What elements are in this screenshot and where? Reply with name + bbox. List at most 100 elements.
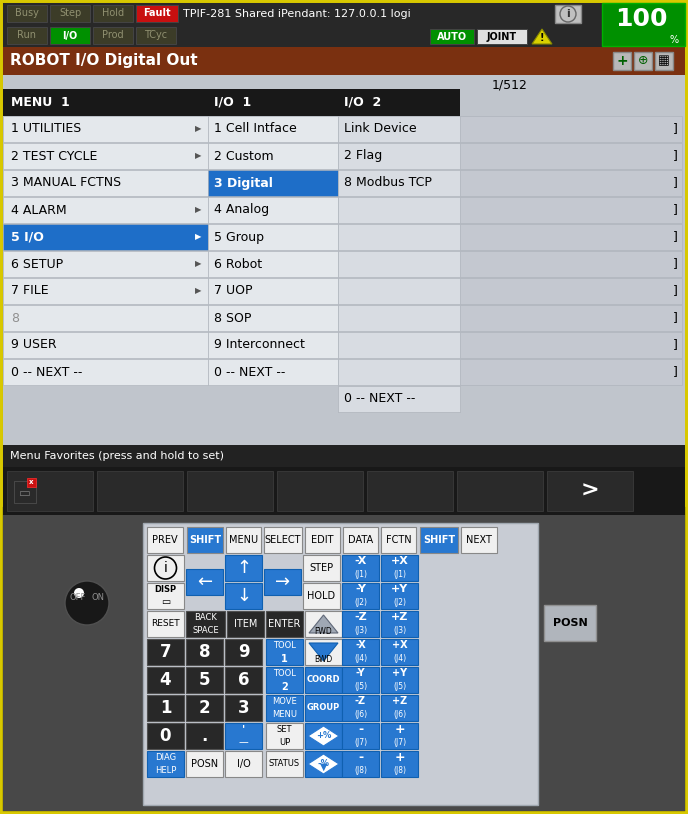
Text: ▭: ▭ [161,597,170,607]
Text: 2 Custom: 2 Custom [214,150,274,163]
Bar [147,611,184,637]
Bar [225,555,262,581]
Polygon shape [308,726,339,746]
Text: UP: UP [279,738,290,747]
Text: ▼: ▼ [320,762,327,772]
Bar [186,667,223,693]
Bar [3,467,685,515]
Text: HELP: HELP [155,766,176,775]
Bar [381,639,418,665]
Text: 9: 9 [237,643,249,661]
Text: OFF: OFF [69,593,85,602]
Bar [338,386,460,412]
Bar [338,359,460,385]
Text: +: + [394,723,405,736]
Bar [3,25,685,47]
Circle shape [560,6,576,22]
Text: FWD: FWD [314,627,332,636]
Bar [460,143,682,169]
Text: Fault: Fault [143,8,171,19]
Bar [381,611,418,637]
Text: DIAG: DIAG [155,753,176,762]
Text: SET: SET [277,725,292,734]
Bar [186,569,223,595]
Text: 2 Flag: 2 Flag [344,150,383,163]
Text: 4 Analog: 4 Analog [214,204,269,217]
Bar [264,569,301,595]
Bar [147,639,184,665]
Bar [342,751,379,777]
Bar [266,667,303,693]
Text: ▶: ▶ [195,287,202,295]
Bar [147,555,184,581]
Bar [266,611,303,637]
Bar [225,667,262,693]
Text: SHIFT: SHIFT [423,535,455,545]
Text: -Z: -Z [354,612,367,623]
Text: 4: 4 [160,671,171,689]
Bar [147,751,184,777]
Text: ENTER: ENTER [268,619,301,629]
Bar [3,116,208,142]
Text: BWD: BWD [314,654,332,663]
Text: -Z: -Z [355,697,366,707]
Bar [143,523,538,805]
Bar [342,583,379,609]
Polygon shape [309,643,338,661]
Bar [147,695,184,721]
Text: MOVE: MOVE [272,697,297,706]
Bar [555,5,581,23]
Bar [208,359,338,385]
Text: DATA: DATA [348,535,373,545]
Text: ]: ] [672,150,680,163]
Text: ': ' [242,724,245,734]
Bar [460,278,682,304]
Bar [381,527,416,553]
Text: NEXT: NEXT [466,535,492,545]
Bar [3,197,208,223]
Bar [342,555,379,581]
Text: >: > [581,481,599,501]
Text: 2: 2 [199,699,211,717]
Bar [225,723,262,749]
Text: ←: ← [197,573,212,591]
Text: TCyc: TCyc [144,30,168,41]
Bar [343,527,378,553]
Bar [338,305,460,331]
Text: -X: -X [355,641,366,650]
Text: STEP: STEP [310,563,334,573]
Bar [266,639,303,665]
Bar [93,5,133,22]
Text: STATUS: STATUS [269,759,300,768]
Bar [208,197,338,223]
Text: 0 -- NEXT --: 0 -- NEXT -- [344,392,416,405]
Text: POSN: POSN [552,618,588,628]
Bar [50,5,90,22]
Text: ▶: ▶ [195,233,202,242]
Text: 3: 3 [237,699,249,717]
Bar [225,583,262,609]
Text: i: i [566,9,570,19]
Bar [602,3,685,46]
Text: 9 USER: 9 USER [11,339,56,352]
Text: TPIF-281 Shared iPendant: 127.0.0.1 logi: TPIF-281 Shared iPendant: 127.0.0.1 logi [183,9,411,19]
Text: —: — [239,737,248,747]
Text: 1 UTILITIES: 1 UTILITIES [11,122,81,135]
Bar [381,695,418,721]
Bar [634,52,652,70]
Text: 7 UOP: 7 UOP [214,285,252,297]
Bar [460,305,682,331]
Bar [547,471,633,511]
Text: (J4): (J4) [354,654,367,663]
Text: 7: 7 [160,643,171,661]
Text: Hold: Hold [102,8,124,19]
Text: +Y: +Y [391,584,408,594]
Text: (J5): (J5) [354,682,367,691]
Text: →: → [275,573,290,591]
Bar [226,527,261,553]
Text: +: + [394,751,405,764]
Bar [3,332,208,358]
Bar [208,170,338,196]
Bar [97,471,183,511]
Bar [147,527,183,553]
